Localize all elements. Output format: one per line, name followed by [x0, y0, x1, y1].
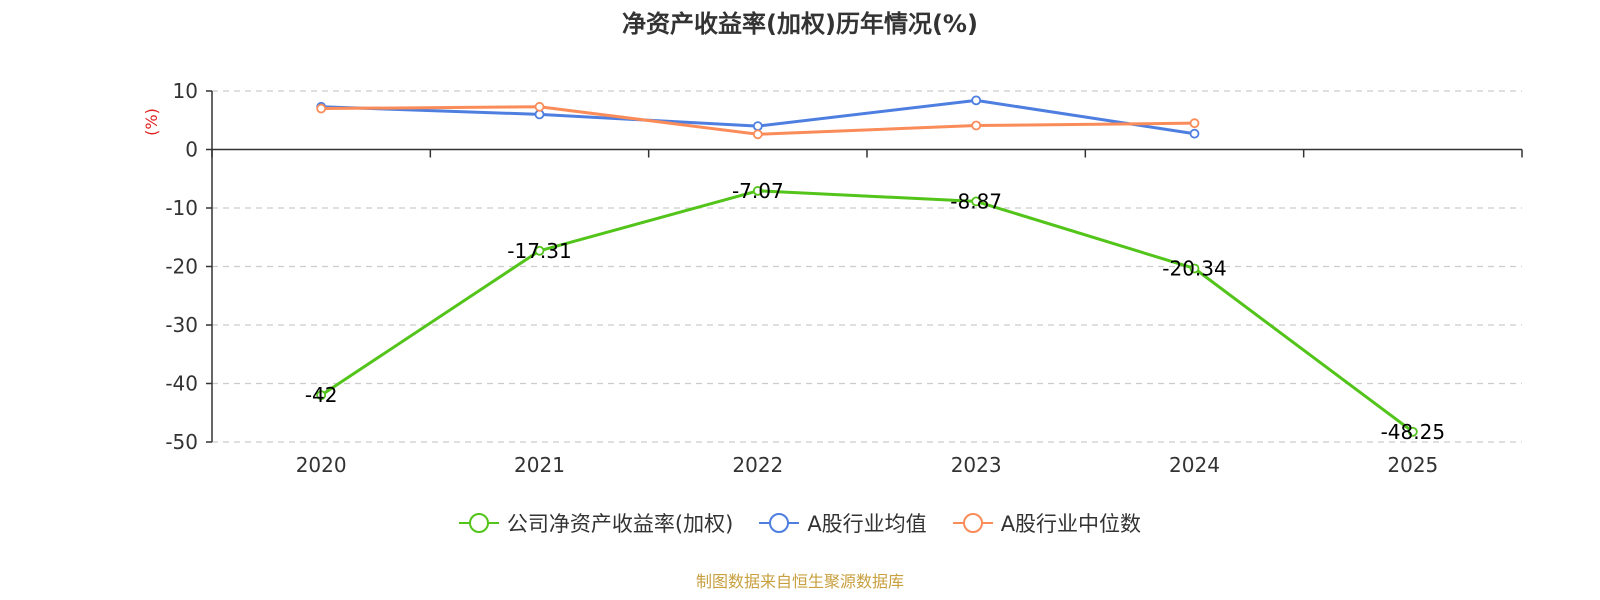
- legend-label: A股行业中位数: [1000, 512, 1142, 536]
- data-point: [534, 245, 545, 256]
- data-label: -42: [305, 383, 338, 407]
- data-point: [971, 95, 982, 106]
- grid-lines: [212, 90, 1522, 443]
- x-tick-label: 2022: [732, 453, 783, 477]
- y-tick-label: -50: [165, 430, 198, 454]
- chart-title: 净资产收益率(加权)历年情况(%): [622, 10, 978, 38]
- data-point: [316, 103, 327, 114]
- source-note: 制图数据来自恒生聚源数据库: [695, 572, 904, 591]
- legend: 公司净资产收益率(加权) A股行业均值 A股行业中位数: [0, 508, 1600, 538]
- y-tick-label: 0: [185, 138, 198, 162]
- data-point: [1189, 263, 1200, 274]
- y-axis-title: (%): [142, 108, 161, 136]
- data-label: -7.07: [732, 179, 784, 203]
- legend-line-circle-icon: [952, 513, 993, 533]
- data-point: [752, 129, 763, 140]
- data-label: -20.34: [1162, 256, 1226, 280]
- series: [316, 95, 1418, 437]
- x-tick-label: 2021: [514, 453, 565, 477]
- data-point: [752, 185, 763, 196]
- legend-item[interactable]: 公司净资产收益率(加权): [458, 508, 734, 538]
- data-point: [1189, 128, 1200, 139]
- data-point: [316, 390, 327, 401]
- data-point: [971, 120, 982, 131]
- y-tick-label: -20: [165, 255, 198, 279]
- legend-line-circle-icon: [458, 513, 499, 533]
- legend-line-circle-icon: [759, 513, 800, 533]
- legend-label: A股行业均值: [807, 512, 927, 536]
- x-tick-label: 2020: [296, 453, 347, 477]
- axes: 10 0 -10 -20 -30 -40 -50 2020 2021 2022 2023 2024 20…: [165, 79, 1523, 477]
- legend-item[interactable]: A股行业均值: [759, 508, 927, 538]
- data-point: [1189, 118, 1200, 129]
- legend-label: 公司净资产收益率(加权): [506, 512, 734, 536]
- x-tick-label: 2023: [951, 453, 1002, 477]
- series-line: [320, 189, 1414, 433]
- data-point: [752, 121, 763, 131]
- y-tick-label: -30: [165, 313, 198, 337]
- y-tick-label: -10: [165, 196, 198, 220]
- data-label: -8.87: [950, 189, 1002, 213]
- data-labels: -42 -17.31 -7.07 -8.87 -20.34 -48.25: [305, 179, 1445, 444]
- data-point: [1407, 426, 1418, 437]
- data-point: [534, 101, 545, 112]
- x-tick-label: 2024: [1169, 453, 1220, 477]
- data-point: [971, 196, 982, 207]
- data-label: -48.25: [1381, 420, 1445, 444]
- y-tick-label: 10: [173, 79, 198, 103]
- legend-item[interactable]: A股行业中位数: [952, 508, 1142, 538]
- x-tick-label: 2025: [1387, 453, 1438, 477]
- y-tick-label: -40: [165, 372, 198, 396]
- data-label: -17.31: [507, 239, 571, 263]
